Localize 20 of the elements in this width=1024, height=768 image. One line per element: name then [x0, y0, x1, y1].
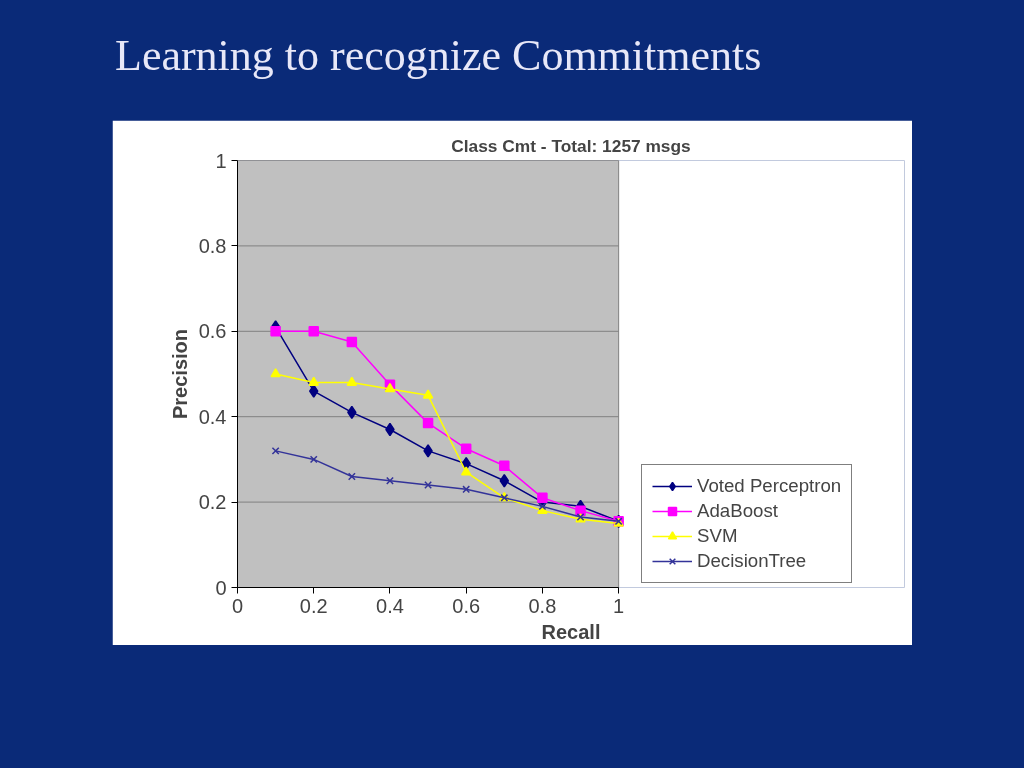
x-tick-label: 0.2 [299, 594, 328, 617]
x-tick-label: 0.6 [452, 594, 481, 617]
x-axis-title: Recall [541, 620, 601, 643]
x-tick-label: 0 [231, 594, 244, 617]
legend-label: Voted Perceptron [697, 475, 842, 497]
y-tick-label: 0.8 [198, 234, 227, 257]
x-tick-label: 1 [613, 594, 625, 617]
y-tick-label: 0.4 [198, 405, 227, 428]
y-tick-label: 1 [215, 149, 227, 172]
y-tick-label: 0.6 [198, 320, 227, 343]
legend-label: AdaBoost [697, 500, 778, 522]
x-tick-label: 0.4 [376, 594, 404, 617]
legend-label: SVM [697, 525, 738, 547]
x-tick-label: 0.8 [528, 594, 557, 617]
legend-label: DecisionTree [697, 550, 807, 572]
y-axis-title: Precision [168, 328, 191, 420]
chart-subtitle: Class Cmt - Total: 1257 msgs [451, 135, 691, 156]
y-tick-label: 0 [215, 576, 227, 599]
y-tick-label: 0.2 [198, 491, 227, 514]
chart-title: Learning to recognize Commitments [115, 30, 762, 82]
